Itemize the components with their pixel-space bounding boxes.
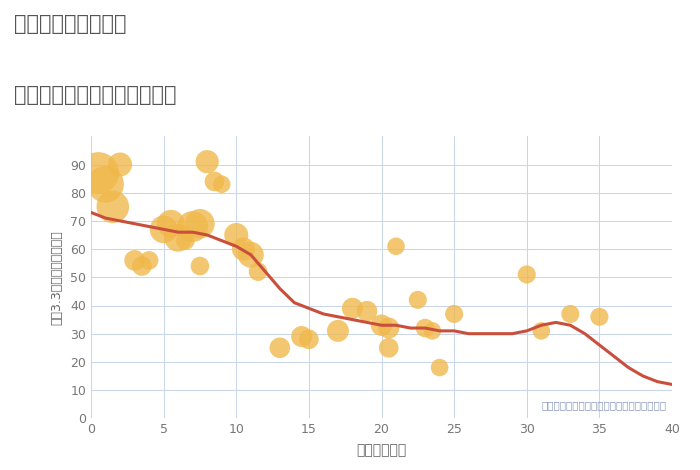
Point (129, 257, 140, 264)
Point (427, 327, 438, 335)
Point (346, 305, 358, 312)
Point (114, 161, 126, 168)
Point (296, 333, 307, 340)
Point (92, 169, 104, 177)
Point (376, 321, 387, 329)
Point (144, 257, 155, 264)
Point (107, 203, 118, 211)
Point (245, 251, 256, 258)
Point (216, 180, 228, 188)
Y-axis label: 坪（3.3㎡）単価（万円）: 坪（3.3㎡）単価（万円） (50, 230, 63, 325)
Point (100, 180, 111, 188)
Point (253, 268, 264, 275)
Point (158, 226, 169, 233)
Point (521, 271, 532, 278)
Point (594, 313, 605, 321)
Point (195, 220, 206, 227)
Point (412, 296, 423, 304)
Point (209, 178, 220, 185)
Point (565, 310, 576, 318)
Point (361, 307, 372, 315)
Point (449, 310, 460, 318)
Point (536, 327, 547, 335)
Point (180, 237, 191, 244)
Text: 築年数別中古マンション価格: 築年数別中古マンション価格 (14, 85, 176, 105)
Point (231, 231, 242, 239)
Point (195, 262, 206, 270)
Text: 円の大きさは、取引のあった物件面積を示す: 円の大きさは、取引のあった物件面積を示す (541, 400, 666, 410)
Point (136, 262, 148, 270)
Point (202, 158, 213, 165)
Point (419, 324, 430, 332)
Point (332, 327, 344, 335)
Point (274, 344, 286, 352)
Point (303, 336, 314, 343)
Point (238, 245, 249, 253)
Point (172, 234, 183, 242)
Point (383, 344, 394, 352)
Point (391, 243, 402, 250)
Text: 三重県鈴鹿市山本町: 三重県鈴鹿市山本町 (14, 14, 127, 34)
Point (187, 223, 198, 230)
Point (434, 364, 445, 371)
Point (383, 324, 394, 332)
Point (165, 220, 176, 227)
X-axis label: 築年数（年）: 築年数（年） (356, 443, 407, 457)
